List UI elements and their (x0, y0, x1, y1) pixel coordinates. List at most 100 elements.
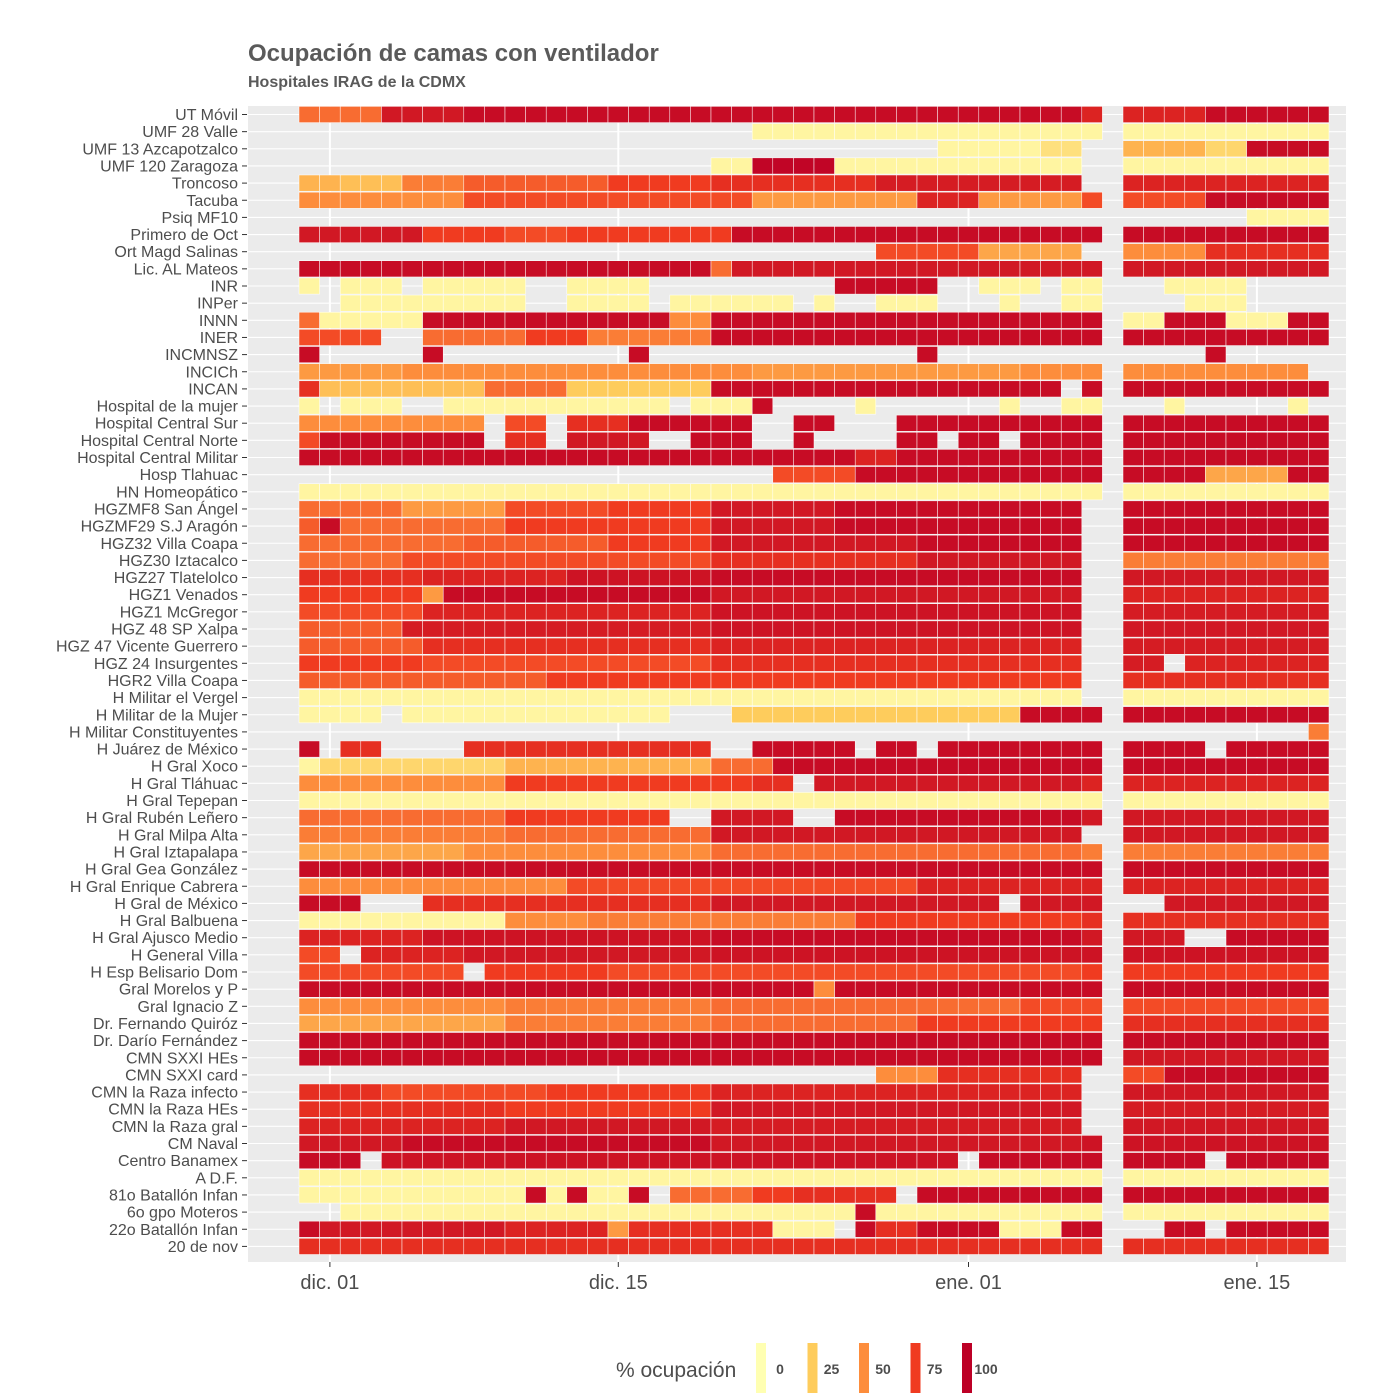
heat-cell (607, 877, 629, 895)
heat-cell (1163, 414, 1186, 432)
heat-cell (813, 895, 835, 912)
heat-cell (339, 277, 362, 295)
heat-cell (545, 1032, 568, 1049)
heat-cell (1225, 534, 1247, 552)
heat-cell (319, 586, 341, 604)
heat-cell (1060, 809, 1083, 826)
heat-cell (484, 586, 506, 604)
heat-cell (751, 1032, 774, 1049)
heat-cell (772, 895, 794, 912)
heat-cell (1143, 929, 1165, 947)
heat-cell (607, 106, 629, 123)
heat-cell (1246, 895, 1268, 912)
heat-cell (1266, 757, 1289, 775)
heat-cell (1205, 1015, 1227, 1032)
heat-cell (1019, 672, 1041, 689)
heat-cell (834, 672, 856, 689)
heat-cell (813, 1220, 835, 1238)
y-tick-label: Gral Morelos y P (119, 982, 238, 999)
heat-cell (381, 363, 403, 381)
heat-cell (978, 363, 1000, 381)
heat-cell (710, 1083, 732, 1101)
heat-cell (813, 775, 835, 792)
heat-cell (381, 980, 403, 998)
heat-cell (339, 689, 362, 706)
heat-cell (1225, 174, 1247, 192)
heat-cell (298, 895, 320, 912)
heat-cell (360, 1186, 382, 1204)
heat-cell (1246, 500, 1268, 518)
heat-cell (1122, 1135, 1144, 1152)
heat-cell (545, 809, 568, 826)
heat-cell (813, 637, 835, 655)
heat-cell (1122, 191, 1144, 209)
heat-cell (1060, 174, 1083, 192)
heat-cell (669, 1118, 691, 1135)
heat-cell (1019, 603, 1041, 621)
heat-cell (1287, 466, 1309, 483)
heat-cell (339, 534, 362, 552)
heat-cell (1122, 620, 1144, 638)
heat-cell (1225, 757, 1247, 775)
heat-cell (1143, 569, 1165, 586)
heat-cell (1266, 380, 1289, 398)
heat-cell (1225, 706, 1247, 724)
heat-cell (834, 1186, 856, 1204)
heat-cell (813, 294, 835, 312)
heat-cell (999, 809, 1021, 826)
heat-cell (1287, 809, 1309, 826)
heat-cell (1184, 1220, 1206, 1238)
heat-cell (319, 380, 341, 398)
heat-cell (442, 1203, 465, 1221)
heat-cell (1019, 569, 1041, 586)
heat-cell (422, 432, 444, 449)
heat-cell (1122, 1066, 1144, 1084)
heat-cell (813, 586, 835, 604)
heat-cell (957, 843, 980, 861)
heat-cell (442, 672, 465, 689)
heat-cell (442, 191, 465, 209)
heat-cell (1308, 963, 1330, 981)
heat-cell (1246, 226, 1268, 243)
heat-cell (422, 1238, 444, 1255)
heat-cell (834, 1049, 856, 1067)
heat-cell (360, 963, 382, 981)
heat-cell (1184, 980, 1206, 998)
heat-cell (957, 757, 980, 775)
heat-cell (422, 843, 444, 861)
heat-cell (937, 1203, 959, 1221)
heat-cell (731, 1238, 753, 1255)
heat-cell (628, 500, 650, 518)
heat-cell (566, 329, 588, 346)
heat-cell (1060, 1032, 1083, 1049)
heat-cell (978, 432, 1000, 449)
heat-cell (1081, 895, 1103, 912)
heat-cell (525, 517, 547, 535)
heat-cell (587, 980, 609, 998)
heat-cell (1163, 191, 1186, 209)
heat-cell (896, 380, 918, 398)
heat-cell (875, 329, 897, 346)
heat-cell (298, 346, 320, 363)
heat-cell (484, 740, 506, 758)
heat-cell (1184, 654, 1206, 672)
heat-cell (566, 174, 588, 192)
heat-cell (1184, 414, 1206, 432)
heat-cell (628, 620, 650, 638)
heat-cell (896, 603, 918, 621)
heat-cell (1081, 843, 1103, 861)
heat-cell (422, 483, 444, 501)
heat-cell (834, 123, 856, 141)
heat-cell (1040, 534, 1062, 552)
heat-cell (916, 449, 938, 466)
heat-cell (381, 792, 403, 809)
heat-cell (1184, 689, 1206, 706)
heat-cell (793, 552, 815, 569)
heat-cell (587, 191, 609, 209)
heat-cell (298, 912, 320, 929)
heat-cell (587, 449, 609, 466)
heat-cell (422, 226, 444, 243)
heat-cell (669, 843, 691, 861)
heat-cell (1266, 912, 1289, 929)
heat-cell (875, 1066, 897, 1084)
